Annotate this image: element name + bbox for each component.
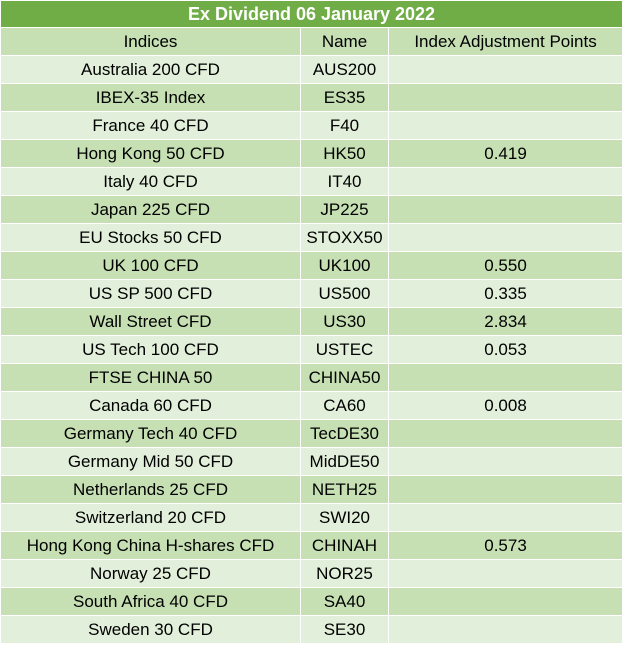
table-title: Ex Dividend 06 January 2022 (0, 0, 622, 28)
table-row: Hong Kong China H-shares CFD CHINAH 0.573 (0, 531, 622, 560)
table-row: Hong Kong 50 CFD HK50 0.419 (0, 139, 622, 168)
table-row: Germany Mid 50 CFD MidDE50 (0, 447, 622, 476)
cell-index: Germany Mid 50 CFD (0, 447, 301, 476)
cell-index: Hong Kong China H-shares CFD (0, 531, 301, 560)
table-body: Australia 200 CFD AUS200 IBEX-35 Index ES35… (0, 55, 622, 644)
cell-adjustment-points: 0.335 (387, 279, 622, 308)
cell-name: UK100 (300, 251, 389, 280)
cell-adjustment-points (387, 167, 622, 196)
cell-name: STOXX50 (300, 223, 389, 252)
cell-name: SWI20 (300, 503, 389, 532)
table-row: France 40 CFD F40 (0, 111, 622, 140)
cell-index: Hong Kong 50 CFD (0, 139, 301, 168)
table-row: Norway 25 CFD NOR25 (0, 559, 622, 588)
table-row: Australia 200 CFD AUS200 (0, 55, 622, 84)
cell-name: AUS200 (300, 55, 389, 84)
cell-index: FTSE CHINA 50 (0, 363, 301, 392)
cell-adjustment-points (387, 55, 622, 84)
cell-name: NETH25 (300, 475, 389, 504)
table-row: US Tech 100 CFD USTEC 0.053 (0, 335, 622, 364)
table-row: Japan 225 CFD JP225 (0, 195, 622, 224)
column-header-name: Name (300, 27, 389, 56)
table-row: Italy 40 CFD IT40 (0, 167, 622, 196)
table-row: Sweden 30 CFD SE30 (0, 615, 622, 644)
cell-name: ES35 (300, 83, 389, 112)
cell-index: Sweden 30 CFD (0, 615, 301, 644)
cell-adjustment-points (387, 83, 622, 112)
cell-adjustment-points (387, 419, 622, 448)
cell-name: MidDE50 (300, 447, 389, 476)
cell-adjustment-points: 2.834 (387, 307, 622, 336)
cell-name: JP225 (300, 195, 389, 224)
cell-name: CHINAH (300, 531, 389, 560)
table-row: Germany Tech 40 CFD TecDE30 (0, 419, 622, 448)
column-header-indices: Indices (0, 27, 301, 56)
ex-dividend-table: Ex Dividend 06 January 2022 Indices Name… (0, 0, 622, 644)
cell-adjustment-points (387, 111, 622, 140)
cell-index: South Africa 40 CFD (0, 587, 301, 616)
cell-adjustment-points (387, 223, 622, 252)
cell-name: CA60 (300, 391, 389, 420)
cell-index: France 40 CFD (0, 111, 301, 140)
cell-name: IT40 (300, 167, 389, 196)
cell-adjustment-points (387, 615, 622, 644)
table-row: Canada 60 CFD CA60 0.008 (0, 391, 622, 420)
cell-name: F40 (300, 111, 389, 140)
cell-adjustment-points: 0.053 (387, 335, 622, 364)
cell-index: Canada 60 CFD (0, 391, 301, 420)
table-row: South Africa 40 CFD SA40 (0, 587, 622, 616)
cell-name: SA40 (300, 587, 389, 616)
cell-name: CHINA50 (300, 363, 389, 392)
cell-name: NOR25 (300, 559, 389, 588)
title-row: Ex Dividend 06 January 2022 (0, 0, 622, 28)
table-row: US SP 500 CFD US500 0.335 (0, 279, 622, 308)
column-header-adjustment-points: Index Adjustment Points (387, 27, 622, 56)
cell-adjustment-points (387, 475, 622, 504)
cell-adjustment-points: 0.419 (387, 139, 622, 168)
cell-index: Japan 225 CFD (0, 195, 301, 224)
cell-index: Germany Tech 40 CFD (0, 419, 301, 448)
table-row: IBEX-35 Index ES35 (0, 83, 622, 112)
cell-index: Italy 40 CFD (0, 167, 301, 196)
cell-index: Netherlands 25 CFD (0, 475, 301, 504)
cell-adjustment-points (387, 195, 622, 224)
table-row: UK 100 CFD UK100 0.550 (0, 251, 622, 280)
cell-name: HK50 (300, 139, 389, 168)
table-row: Wall Street CFD US30 2.834 (0, 307, 622, 336)
cell-adjustment-points (387, 559, 622, 588)
cell-index: UK 100 CFD (0, 251, 301, 280)
cell-adjustment-points (387, 447, 622, 476)
table-row: Netherlands 25 CFD NETH25 (0, 475, 622, 504)
cell-adjustment-points (387, 587, 622, 616)
cell-index: IBEX-35 Index (0, 83, 301, 112)
cell-name: US30 (300, 307, 389, 336)
cell-adjustment-points: 0.008 (387, 391, 622, 420)
cell-index: Australia 200 CFD (0, 55, 301, 84)
header-row: Indices Name Index Adjustment Points (0, 27, 622, 56)
cell-index: US Tech 100 CFD (0, 335, 301, 364)
cell-name: USTEC (300, 335, 389, 364)
cell-index: EU Stocks 50 CFD (0, 223, 301, 252)
table-row: EU Stocks 50 CFD STOXX50 (0, 223, 622, 252)
table-row: FTSE CHINA 50 CHINA50 (0, 363, 622, 392)
cell-index: Norway 25 CFD (0, 559, 301, 588)
cell-name: SE30 (300, 615, 389, 644)
table-row: Switzerland 20 CFD SWI20 (0, 503, 622, 532)
cell-adjustment-points: 0.550 (387, 251, 622, 280)
cell-name: TecDE30 (300, 419, 389, 448)
cell-index: Switzerland 20 CFD (0, 503, 301, 532)
cell-adjustment-points (387, 363, 622, 392)
cell-adjustment-points: 0.573 (387, 531, 622, 560)
cell-name: US500 (300, 279, 389, 308)
cell-index: US SP 500 CFD (0, 279, 301, 308)
cell-index: Wall Street CFD (0, 307, 301, 336)
cell-adjustment-points (387, 503, 622, 532)
